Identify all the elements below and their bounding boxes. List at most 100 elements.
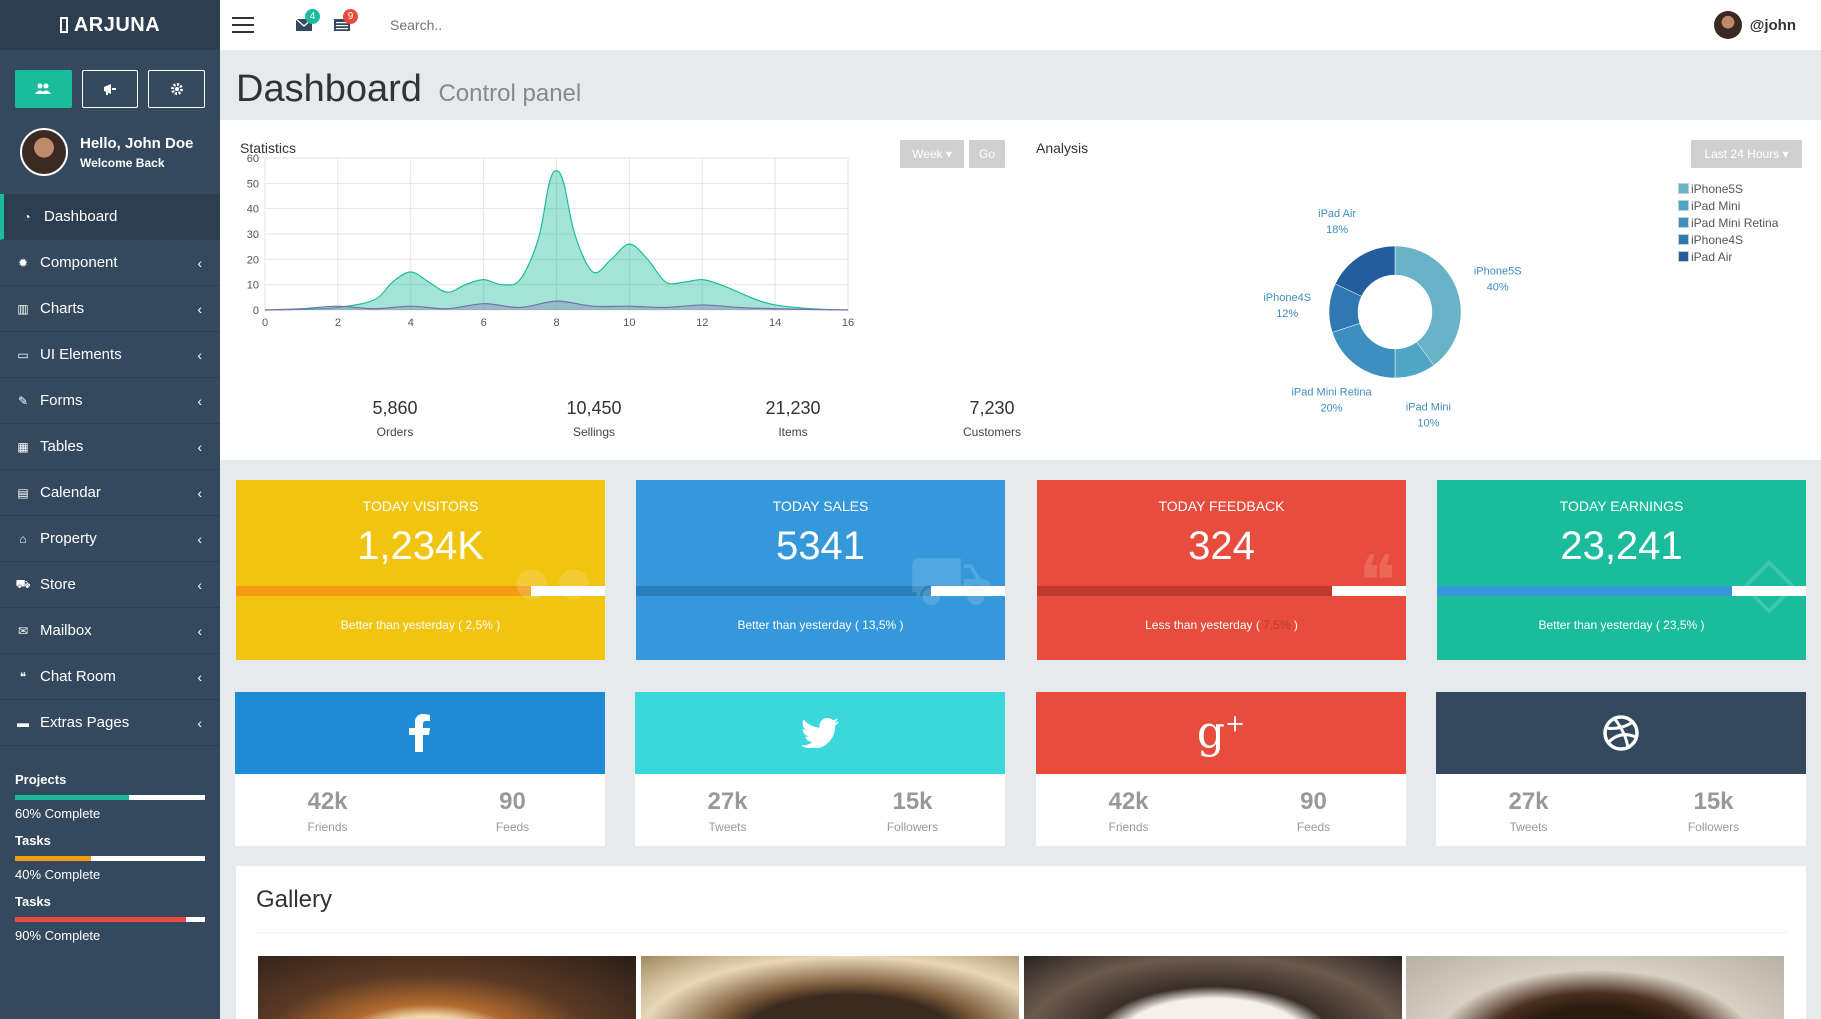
table-icon: ▦ <box>17 439 29 454</box>
social-header <box>235 692 605 774</box>
gallery-image[interactable] <box>1024 956 1402 1019</box>
sidebar-item-store[interactable]: ⛟ Store ‹ <box>0 562 220 608</box>
dribbble-icon <box>1603 715 1639 751</box>
bar-chart-icon: ▥ <box>17 301 29 316</box>
tile-value: 5341 <box>776 524 865 568</box>
social-stat-label: Followers <box>1687 820 1740 834</box>
social-stat-value: 15k <box>1693 788 1734 815</box>
brand-logo[interactable]: ARJUNA <box>0 0 220 50</box>
legend-label: iPad Mini <box>1691 198 1741 213</box>
social-stat-label: Friends <box>1108 820 1149 834</box>
legend-item: iPad Air <box>1678 248 1778 265</box>
gallery-image[interactable] <box>641 956 1019 1019</box>
tasks-button[interactable]: 9 <box>334 9 358 32</box>
legend-label: iPad Air <box>1691 249 1733 264</box>
progress-projects: Projects 60% Complete <box>15 772 205 821</box>
social-stat: 90 Feeds <box>1221 774 1406 834</box>
stat-value: 21,230 <box>765 398 821 418</box>
range-dropdown[interactable]: Last 24 Hours ▾ <box>1691 140 1802 168</box>
sidebar-item-charts[interactable]: ▥ Charts ‹ <box>0 286 220 332</box>
legend-label: iPad Mini Retina <box>1691 215 1779 230</box>
y-tick-label: 60 <box>247 153 259 165</box>
social-dribbble[interactable]: 27k Tweets 15k Followers <box>1436 692 1806 846</box>
sidebar-item-label: Calendar <box>40 484 101 501</box>
menu-toggle-icon[interactable] <box>232 17 254 33</box>
x-tick-label: 8 <box>553 317 559 329</box>
page-title-text: Dashboard <box>236 68 422 110</box>
social-stat: 15k Followers <box>820 774 1005 834</box>
chevron-left-icon: ‹ <box>197 438 202 455</box>
legend-swatch <box>1678 251 1689 262</box>
twitter-icon <box>801 718 839 748</box>
social-stat-label: Followers <box>886 820 939 834</box>
sidebar-item-component[interactable]: ✹ Component ‹ <box>0 240 220 286</box>
social-stat-label: Feeds <box>495 820 530 834</box>
donut-label-value: 20% <box>1321 402 1343 414</box>
messages-button[interactable]: 4 <box>295 9 320 32</box>
sidebar-item-property[interactable]: ⌂ Property ‹ <box>0 516 220 562</box>
users-button[interactable] <box>15 70 72 108</box>
x-tick-label: 4 <box>408 317 414 329</box>
progress-text: 40% Complete <box>15 867 101 882</box>
settings-button[interactable] <box>148 70 206 108</box>
dashboard-icon: ◔ <box>23 209 31 224</box>
sidebar-item-dashboard[interactable]: ◔ Dashboard <box>0 194 220 240</box>
sidebar-item-forms[interactable]: ✎ Forms ‹ <box>0 378 220 424</box>
social-header: g+ <box>1036 692 1406 774</box>
progress-bar <box>15 856 205 861</box>
social-stats: 27k Tweets 15k Followers <box>1436 774 1806 834</box>
donut-label-name: iPhone5S <box>1474 266 1522 278</box>
tile-today-earnings: TODAY EARNINGS 23,241 Better than yester… <box>1437 480 1806 660</box>
gallery-panel: Gallery <box>236 866 1806 1019</box>
donut-label-value: 18% <box>1326 224 1348 236</box>
week-dropdown[interactable]: Week ▾ <box>900 140 964 168</box>
sidebar-item-chat-room[interactable]: ❝ Chat Room ‹ <box>0 654 220 700</box>
stat-orders: 5,860 Orders <box>325 398 465 439</box>
sidebar-item-calendar[interactable]: ▤ Calendar ‹ <box>0 470 220 516</box>
search-input[interactable] <box>390 17 690 33</box>
social-stat: 42k Friends <box>1036 774 1221 834</box>
social-google-plus[interactable]: g+ 42k Friends 90 Feeds <box>1036 692 1406 846</box>
donut-label-value: 10% <box>1417 418 1439 430</box>
stat-label: Items <box>778 425 808 439</box>
gallery-image[interactable] <box>1406 956 1784 1019</box>
user-menu[interactable]: @john <box>1713 11 1796 39</box>
tile-progress-bar <box>1037 586 1406 596</box>
sidebar-item-extras-pages[interactable]: ▬ Extras Pages ‹ <box>0 700 220 746</box>
progress-tasks-2: Tasks 90% Complete <box>15 894 205 943</box>
progress-bar <box>15 917 205 922</box>
sidebar-progress: Projects 60% Complete Tasks 40% Complete… <box>0 772 220 943</box>
avatar[interactable] <box>20 128 68 176</box>
chevron-left-icon: ‹ <box>197 484 202 501</box>
sidebar-item-tables[interactable]: ▦ Tables ‹ <box>0 424 220 470</box>
stat-sellings: 10,450 Sellings <box>524 398 664 439</box>
tasks-badge: 9 <box>343 9 358 24</box>
sidebar-item-label: Mailbox <box>40 622 92 639</box>
social-stat-value: 15k <box>892 788 933 815</box>
donut-legend: iPhone5S iPad Mini iPad Mini Retina iPho… <box>1678 180 1778 265</box>
announcements-button[interactable] <box>81 70 139 108</box>
sidebar-item-label: UI Elements <box>40 346 122 363</box>
sidebar-item-ui-elements[interactable]: ▭ UI Elements ‹ <box>0 332 220 378</box>
social-facebook[interactable]: 42k Friends 90 Feeds <box>235 692 605 846</box>
gallery-image[interactable] <box>258 956 636 1019</box>
social-twitter[interactable]: 27k Tweets 15k Followers <box>635 692 1005 846</box>
social-stat-value: 27k <box>707 788 748 815</box>
go-button[interactable]: Go <box>969 140 1005 168</box>
sidebar-item-mailbox[interactable]: ✉ Mailbox ‹ <box>0 608 220 654</box>
progress-title: Tasks <box>15 894 51 909</box>
chevron-left-icon: ‹ <box>197 300 202 317</box>
tile-label: TODAY EARNINGS <box>1559 498 1684 514</box>
social-stat: 42k Friends <box>235 774 420 834</box>
money-icon: ◇ <box>1742 542 1796 620</box>
cart-icon: ⛟ <box>15 576 31 591</box>
area-series-fill <box>265 170 848 310</box>
social-stats: 27k Tweets 15k Followers <box>635 774 1005 834</box>
welcome-text: Welcome Back <box>80 155 165 170</box>
tile-progress-bar <box>1437 586 1806 596</box>
legend-item: iPad Mini Retina <box>1678 214 1778 231</box>
home-icon: ⌂ <box>19 531 27 546</box>
greeting: Hello, John Doe <box>80 134 194 152</box>
legend-label: iPhone4S <box>1691 232 1744 247</box>
cog-icon: ✹ <box>17 255 29 270</box>
